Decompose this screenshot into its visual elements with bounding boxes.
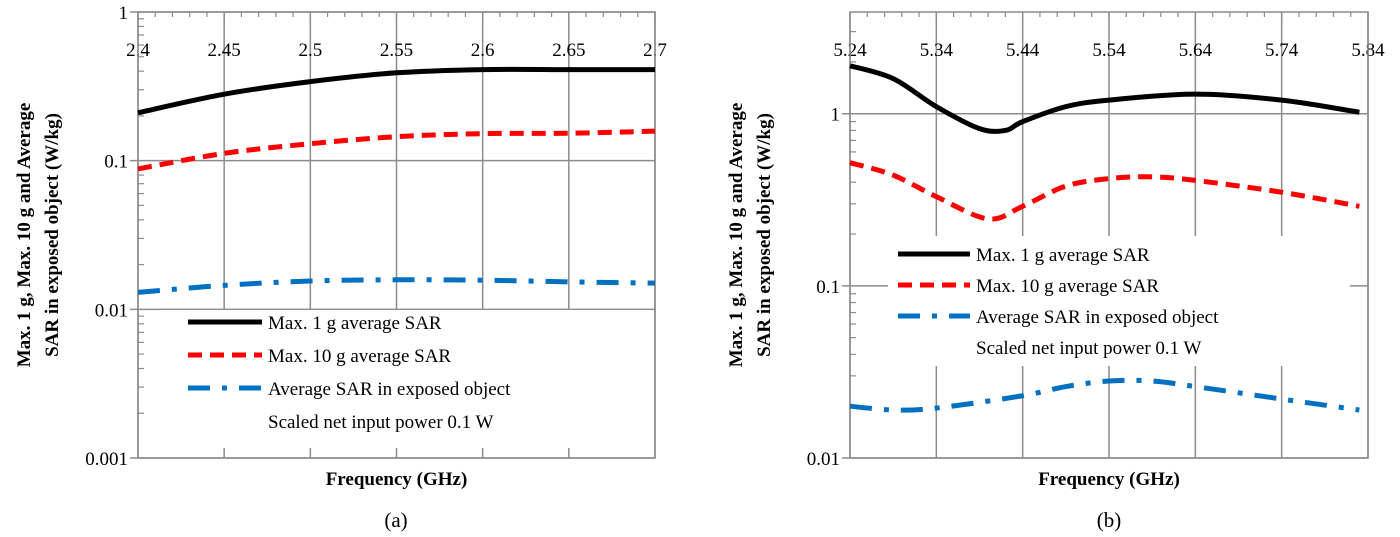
x-tick-label: 5.74 <box>1265 40 1299 61</box>
series-line-1 <box>849 63 1360 134</box>
legend-note: Scaled net input power 0.1 W <box>976 338 1202 359</box>
x-tick-label: 5.44 <box>1006 40 1040 61</box>
x-tick-label: 2.65 <box>552 40 585 61</box>
chart-b: 5.24 5.34 5.44 5.54 5.64 5.74 5.8410.10.01Max.… <box>726 11 1385 532</box>
y-tick-label: 0.01 <box>95 300 128 321</box>
y-axis-label: SAR in exposed object (W/kg) <box>754 113 775 357</box>
y-tick-label: 1 <box>119 3 129 24</box>
y-axis-label: SAR in exposed object (W/kg) <box>42 113 63 357</box>
panel-caption: (b) <box>1097 508 1122 532</box>
y-tick-label: 0.1 <box>104 152 128 173</box>
legend: Max. 1 g average SAR Max. 10 g average SA… <box>160 310 652 448</box>
x-tick-label: 5.34 <box>920 40 954 61</box>
x-tick-label: 5.54 <box>1092 40 1126 61</box>
y-tick-label: 0.001 <box>85 449 128 470</box>
legend-label: Max. 1 g average SAR <box>268 313 442 334</box>
x-tick-label: 2.55 <box>380 40 413 61</box>
series-line-3 <box>137 277 656 295</box>
x-axis-label: Frequency (GHz) <box>326 469 468 490</box>
legend-label: Max. 1 g average SAR <box>976 245 1150 266</box>
panel-caption: (a) <box>384 508 407 532</box>
legend-label: Average SAR in exposed object <box>268 379 511 400</box>
y-axis-label: Max. 1 g, Max. 10 g and Average <box>14 103 35 368</box>
x-axis-label: Frequency (GHz) <box>1038 469 1180 490</box>
legend: Max. 1 g average SAR Max. 10 g average SA… <box>888 236 1350 366</box>
legend-note: Scaled net input power 0.1 W <box>268 412 494 433</box>
plot-frame <box>137 11 656 459</box>
x-tick-label: 2.6 <box>471 40 495 61</box>
legend-label: Average SAR in exposed object <box>976 307 1219 328</box>
series-line-1 <box>137 66 655 116</box>
y-tick-label: 0.01 <box>807 449 840 470</box>
series-line-2 <box>849 160 1360 222</box>
legend-box <box>160 310 652 448</box>
chart-a: 2.4 2.45 2.5 2.55 2.6 2.65 2.710.10.010.001Max… <box>14 3 667 532</box>
y-tick-label: 1 <box>831 105 841 126</box>
series-line-3 <box>849 377 1360 413</box>
plot-frame <box>849 11 1369 459</box>
legend-label: Max. 10 g average SAR <box>268 346 451 367</box>
x-tick-label: 2.5 <box>298 40 322 61</box>
y-axis-label: Max. 1 g, Max. 10 g and Average <box>726 103 747 368</box>
legend-label: Max. 10 g average SAR <box>976 276 1159 297</box>
x-tick-label: 5.64 <box>1179 40 1213 61</box>
y-tick-label: 0.1 <box>816 277 840 298</box>
legend-box <box>888 236 1350 366</box>
x-tick-label: 2.45 <box>208 40 241 61</box>
